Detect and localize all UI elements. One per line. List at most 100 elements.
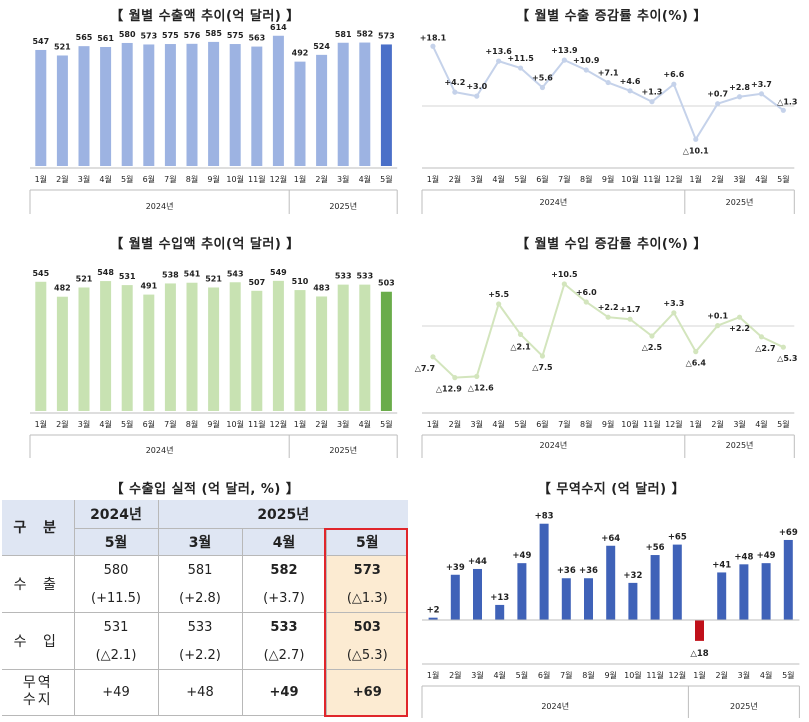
cell-rate: (+2.2) — [157, 642, 242, 670]
data-point — [561, 281, 567, 287]
data-label: 563 — [248, 34, 265, 43]
data-label: 614 — [270, 23, 287, 32]
bar — [428, 617, 438, 620]
trade-table-title: 【 수출입 실적 (억 달러, %) 】 — [110, 482, 300, 497]
export-amount-title: 【 월별 수출액 추이(억 달러) 】 — [110, 9, 300, 24]
bar — [56, 55, 68, 166]
data-label: +2.2 — [598, 303, 619, 312]
cell-rate: (△2.1) — [73, 642, 158, 670]
data-label: 491 — [140, 282, 157, 291]
x-tick-label: 4월 — [359, 174, 371, 184]
bar — [100, 281, 112, 411]
bar — [208, 287, 220, 411]
x-tick-label: 3월 — [733, 174, 745, 184]
data-label: +3.3 — [663, 299, 684, 308]
data-label: 533 — [335, 272, 352, 281]
x-tick-label: 4월 — [760, 670, 772, 680]
trade-balance-panel: 【 무역수지 (억 달러) 】 +2 +39 +44 +13 +49 +83 +36 +36 +… — [414, 470, 809, 722]
x-tick-label: 9월 — [602, 419, 614, 429]
bar — [229, 44, 241, 166]
bar — [35, 281, 47, 411]
data-label: +4.2 — [444, 78, 465, 87]
data-label: +6.0 — [576, 288, 597, 297]
header-month: 5월 — [73, 528, 158, 556]
data-label: +1.3 — [642, 88, 663, 97]
data-point — [736, 314, 743, 320]
data-point — [693, 136, 699, 142]
data-label: 576 — [184, 31, 201, 40]
trade-table: 구 분 2024년 2025년 5월 3월 4월 5월 수 출 580 581 … — [2, 500, 408, 716]
bar — [208, 41, 220, 166]
x-tick-label: 10월 — [621, 419, 639, 429]
data-point — [605, 79, 611, 86]
x-tick-label: 2월 — [449, 670, 461, 680]
data-point — [539, 353, 546, 359]
data-label: +5.5 — [488, 290, 509, 299]
bar — [650, 555, 660, 620]
bar — [316, 296, 328, 411]
year-label: 2024년 — [146, 445, 174, 455]
export-amount-panel: 【 월별 수출액 추이(억 달러) 】 547 521 565 561 580 573 57… — [0, 0, 410, 218]
data-label: +32 — [623, 571, 642, 581]
data-label: +10.9 — [573, 56, 600, 65]
data-label: +3.7 — [751, 80, 772, 89]
data-point — [605, 314, 611, 320]
data-label: 549 — [270, 268, 287, 277]
row-label-export: 수 출 — [2, 555, 74, 613]
data-label: △12.6 — [468, 383, 494, 392]
import-growth-panel: 【 월별 수입 증감률 추이(%) 】 △7.7 △12.9 △12.6 +5.5 △2… — [414, 228, 809, 458]
data-label: 561 — [97, 34, 114, 43]
year-label: 2025년 — [726, 440, 754, 450]
x-tick-label: 3월 — [78, 174, 90, 184]
header-month: 4월 — [241, 528, 326, 556]
series-line — [432, 45, 784, 142]
x-tick-label: 5월 — [380, 419, 392, 429]
table-header-row: 구 분 2024년 2025년 — [2, 500, 408, 556]
import-amount-panel: 【 월별 수입액 추이(억 달러) 】 545 482 521 548 531 491 53… — [0, 228, 410, 458]
data-point — [736, 94, 743, 100]
bar — [294, 290, 306, 411]
year-label: 2025년 — [730, 701, 758, 711]
data-point — [452, 89, 458, 95]
import-amount-title: 【 월별 수입액 추이(억 달러) 】 — [110, 237, 300, 252]
data-label: +2.8 — [729, 83, 750, 92]
x-tick-label: 7월 — [558, 419, 570, 429]
data-label: 548 — [97, 268, 114, 277]
x-tick-label: 8월 — [186, 174, 198, 184]
x-tick-label: 1월 — [690, 174, 702, 184]
row-label-import: 수 입 — [2, 612, 74, 670]
x-tick-label: 2월 — [711, 419, 723, 429]
data-label: 533 — [356, 272, 373, 281]
bar — [380, 44, 392, 166]
data-label: △18 — [690, 649, 708, 659]
bar — [739, 564, 749, 620]
x-tick-label: 9월 — [207, 174, 219, 184]
year-label: 2025년 — [329, 201, 357, 211]
data-label: +2.2 — [729, 324, 750, 333]
x-tick-label: 7월 — [164, 419, 176, 429]
x-tick-label: 2월 — [715, 670, 727, 680]
x-tick-label: 10월 — [226, 419, 244, 429]
bar — [473, 568, 482, 620]
x-tick-label: 7월 — [164, 174, 176, 184]
x-tick-label: 5월 — [516, 670, 528, 680]
x-tick-label: 12월 — [665, 419, 683, 429]
x-tick-label: 1월 — [294, 174, 306, 184]
data-label: 492 — [292, 49, 309, 58]
bar — [337, 42, 349, 166]
data-point — [539, 84, 546, 91]
bar — [143, 294, 155, 411]
x-tick-label: 3월 — [337, 174, 349, 184]
bar — [606, 545, 616, 620]
data-label: 521 — [205, 274, 222, 283]
data-label: +36 — [579, 566, 598, 576]
data-label: +49 — [512, 551, 531, 561]
bar — [761, 563, 771, 620]
cell-value: 581 — [157, 555, 242, 585]
x-tick-label: 4월 — [99, 419, 111, 429]
export-growth-title: 【 월별 수출 증감률 추이(%) 】 — [516, 9, 707, 24]
x-tick-label: 9월 — [207, 419, 219, 429]
x-tick-label: 11월 — [643, 174, 661, 184]
export-amount-chart: 547 521 565 561 580 573 575 576 585 575 563 614 492 5… — [29, 23, 398, 214]
data-label: +18.1 — [420, 33, 447, 42]
